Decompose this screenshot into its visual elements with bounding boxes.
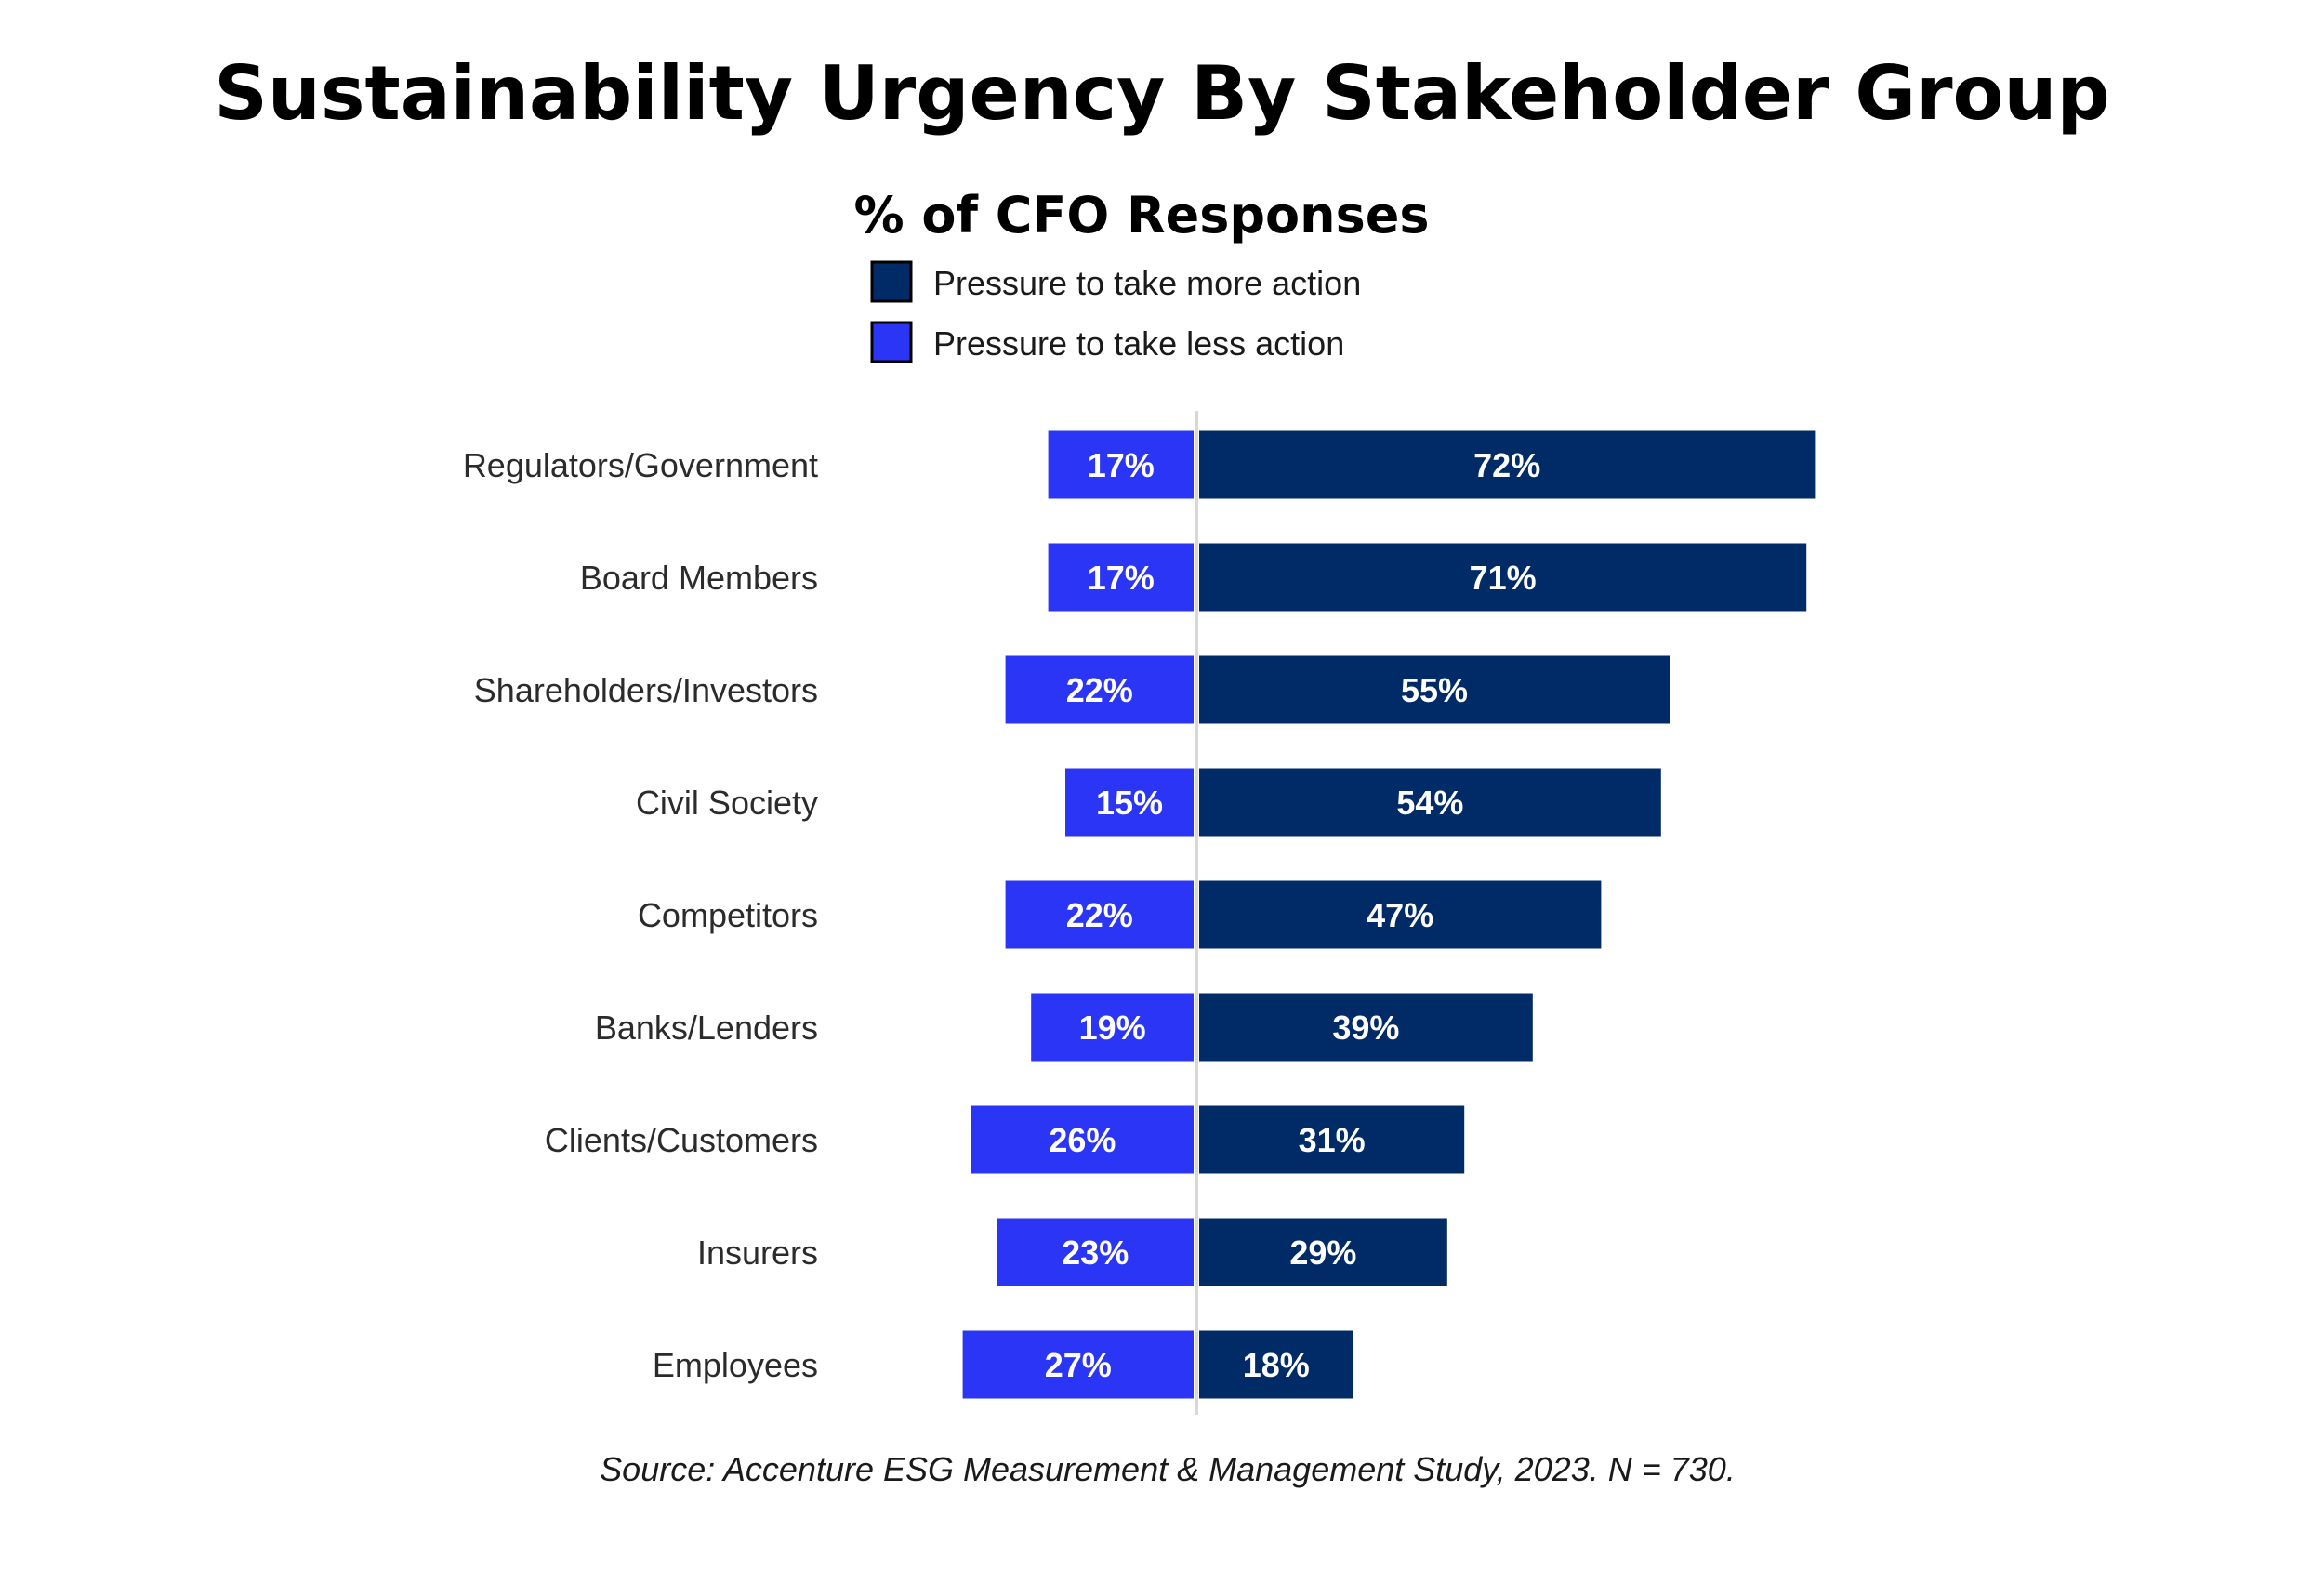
bar-less-label: 22% bbox=[1066, 896, 1133, 934]
bar-less-label: 15% bbox=[1096, 784, 1163, 822]
category-label: Regulators/Government bbox=[463, 446, 818, 484]
bar-less-action bbox=[997, 1218, 1194, 1286]
bar-more-action bbox=[1199, 543, 1807, 612]
bar-more-label: 18% bbox=[1243, 1346, 1310, 1384]
bar-more-action bbox=[1199, 880, 1602, 949]
chart-rows: Regulators/Government 17% 72% Board Members… bbox=[463, 430, 1816, 1399]
category-label: Employees bbox=[653, 1346, 818, 1384]
bar-more-action bbox=[1199, 1218, 1447, 1286]
legend-swatch-more bbox=[870, 260, 913, 303]
chart-source: Source: Accenture ESG Measurement & Mana… bbox=[600, 1450, 1736, 1488]
bar-less-label: 27% bbox=[1045, 1346, 1112, 1384]
category-label: Competitors bbox=[638, 896, 818, 934]
chart-title: Sustainability Urgency By Stakeholder Gr… bbox=[214, 50, 2109, 137]
bar-more-action bbox=[1199, 430, 1816, 499]
legend-label-less: Pressure to take less action bbox=[933, 324, 1344, 363]
bar-less-action bbox=[1048, 543, 1194, 612]
bar-more-label: 55% bbox=[1401, 671, 1468, 709]
bar-more-action bbox=[1199, 993, 1533, 1062]
bar-less-label: 26% bbox=[1049, 1121, 1116, 1159]
bar-more-action bbox=[1199, 655, 1670, 724]
bar-less-action bbox=[962, 1330, 1194, 1399]
bar-less-action bbox=[971, 1105, 1194, 1174]
bar-more-label: 31% bbox=[1299, 1121, 1366, 1159]
bar-more-label: 54% bbox=[1396, 784, 1463, 822]
category-label: Banks/Lenders bbox=[595, 1009, 818, 1047]
bar-more-action bbox=[1199, 1330, 1353, 1399]
bar-less-label: 17% bbox=[1088, 446, 1155, 484]
category-label: Shareholders/Investors bbox=[474, 671, 818, 709]
bar-more-label: 71% bbox=[1470, 559, 1537, 597]
category-label: Clients/Customers bbox=[545, 1121, 818, 1159]
category-label: Civil Society bbox=[636, 784, 818, 822]
bar-less-action bbox=[1031, 993, 1194, 1062]
chart-subtitle: % of CFO Responses bbox=[854, 186, 1430, 244]
bar-less-label: 17% bbox=[1088, 559, 1155, 597]
bar-less-label: 23% bbox=[1062, 1234, 1129, 1272]
bar-more-label: 29% bbox=[1289, 1234, 1356, 1272]
category-label: Insurers bbox=[697, 1234, 818, 1272]
bar-less-label: 22% bbox=[1066, 671, 1133, 709]
bar-less-action bbox=[1005, 880, 1194, 949]
bar-less-label: 19% bbox=[1079, 1009, 1146, 1047]
bar-more-action bbox=[1199, 1105, 1465, 1174]
legend: Pressure to take more action Pressure to… bbox=[870, 260, 1361, 363]
bar-more-label: 39% bbox=[1332, 1009, 1399, 1047]
bar-more-label: 72% bbox=[1473, 446, 1540, 484]
bar-more-label: 47% bbox=[1367, 896, 1433, 934]
legend-swatch-less bbox=[870, 321, 913, 363]
bar-more-action bbox=[1199, 768, 1661, 837]
bar-less-action bbox=[1048, 430, 1194, 499]
bar-less-action bbox=[1065, 768, 1194, 837]
bar-less-action bbox=[1005, 655, 1194, 724]
category-label: Board Members bbox=[580, 559, 818, 597]
legend-label-more: Pressure to take more action bbox=[933, 264, 1361, 302]
